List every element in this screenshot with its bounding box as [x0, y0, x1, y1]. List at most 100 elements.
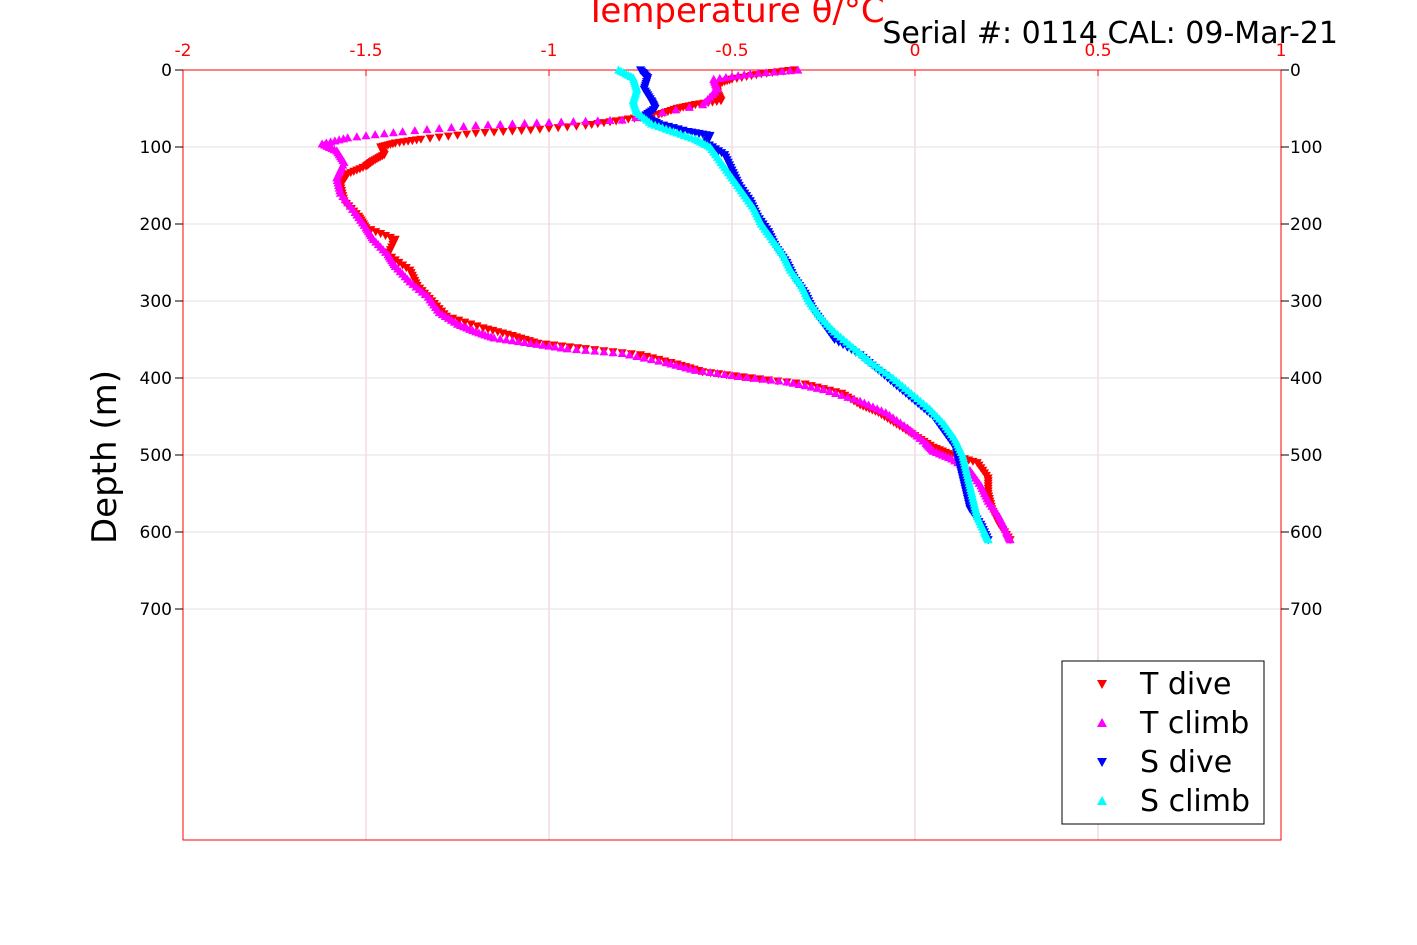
data-point	[782, 377, 792, 386]
data-point	[462, 130, 472, 139]
data-point	[758, 374, 768, 383]
data-point	[684, 102, 694, 111]
data-point	[812, 383, 822, 392]
y-tick-label-left: 400	[140, 369, 172, 389]
data-points	[317, 65, 1015, 545]
data-point	[495, 334, 505, 343]
data-point	[501, 335, 511, 344]
data-point	[712, 368, 722, 377]
x-tick-label: 0.5	[1084, 41, 1111, 61]
data-point	[550, 342, 560, 351]
data-point	[514, 337, 523, 346]
data-point	[538, 340, 548, 349]
y-tick-label-right: 400	[1290, 369, 1322, 389]
data-point	[769, 67, 779, 76]
series-t-dive	[335, 66, 1015, 545]
data-point	[599, 347, 609, 356]
data-point	[571, 345, 581, 354]
data-point	[556, 343, 566, 352]
data-point	[507, 127, 517, 136]
data-point	[785, 66, 795, 75]
y-tick-label-right: 500	[1290, 446, 1322, 466]
data-point	[715, 73, 725, 82]
series-s-climb	[614, 65, 993, 544]
y-tick-label-left: 200	[140, 215, 172, 235]
data-point	[794, 379, 804, 389]
x-tick-label: 1	[1276, 41, 1287, 61]
legend-label: S dive	[1140, 745, 1232, 780]
data-point	[825, 386, 835, 396]
data-point	[370, 130, 380, 139]
data-point	[388, 128, 398, 137]
data-point	[581, 345, 591, 354]
data-point	[632, 351, 642, 361]
y-tick-label-right: 600	[1290, 523, 1322, 543]
data-point	[733, 71, 743, 80]
data-point	[489, 333, 499, 342]
data-point	[568, 117, 578, 126]
legend-marker	[1097, 796, 1107, 805]
data-point	[520, 118, 530, 127]
data-point	[698, 366, 708, 375]
data-point	[361, 131, 371, 140]
data-point	[608, 348, 618, 357]
data-point	[520, 337, 530, 347]
data-point	[526, 126, 536, 135]
data-point	[562, 344, 572, 353]
legend-label: T climb	[1139, 706, 1249, 741]
data-point	[690, 365, 700, 374]
data-point	[819, 385, 828, 394]
data-point	[646, 355, 656, 364]
data-point	[983, 535, 993, 544]
data-point	[727, 72, 737, 81]
y-axis-label: Depth (m)	[85, 370, 125, 544]
data-point	[410, 126, 420, 135]
y-tick-label-right: 200	[1290, 215, 1322, 235]
y-tick-label-left: 500	[140, 446, 172, 466]
x-axis-label: Temperature θ/°C	[584, 0, 884, 31]
data-point	[727, 370, 737, 380]
data-point	[434, 133, 444, 142]
data-point	[617, 115, 627, 124]
data-point	[605, 115, 615, 125]
data-point	[849, 394, 859, 403]
data-point	[671, 105, 681, 114]
data-point	[352, 132, 362, 141]
data-point	[532, 118, 542, 127]
data-point	[446, 122, 456, 132]
data-point	[777, 66, 787, 75]
y-tick-label-left: 0	[161, 61, 172, 81]
data-point	[721, 72, 731, 82]
data-point	[745, 69, 755, 78]
data-point	[793, 65, 803, 74]
data-point	[495, 119, 505, 129]
data-point	[837, 390, 847, 399]
data-point	[774, 376, 784, 385]
data-point	[698, 100, 708, 109]
data-point	[734, 371, 744, 381]
data-point	[532, 339, 542, 348]
y-tick-label-left: 300	[140, 292, 172, 312]
y-tick-label-right: 100	[1290, 138, 1322, 158]
data-point	[590, 346, 600, 355]
data-point	[1005, 535, 1015, 544]
data-point	[471, 129, 481, 138]
data-point	[483, 120, 493, 129]
legend-marker	[1097, 758, 1107, 767]
x-tick-label: -1	[541, 41, 558, 61]
data-point	[761, 68, 771, 77]
data-point	[553, 124, 563, 133]
data-point	[625, 350, 635, 359]
data-point	[507, 336, 517, 345]
y-tick-label-right: 0	[1290, 61, 1301, 81]
data-point	[657, 107, 667, 116]
series-t-climb	[317, 65, 1015, 544]
legend-box	[1061, 660, 1265, 825]
data-point	[425, 134, 435, 143]
serial-cal-text: Serial #: 0114 CAL: 09-Mar-21	[882, 16, 1338, 51]
data-point	[742, 372, 752, 381]
data-point	[379, 129, 389, 138]
legend: T dive T climb S dive S climb	[1061, 660, 1265, 825]
